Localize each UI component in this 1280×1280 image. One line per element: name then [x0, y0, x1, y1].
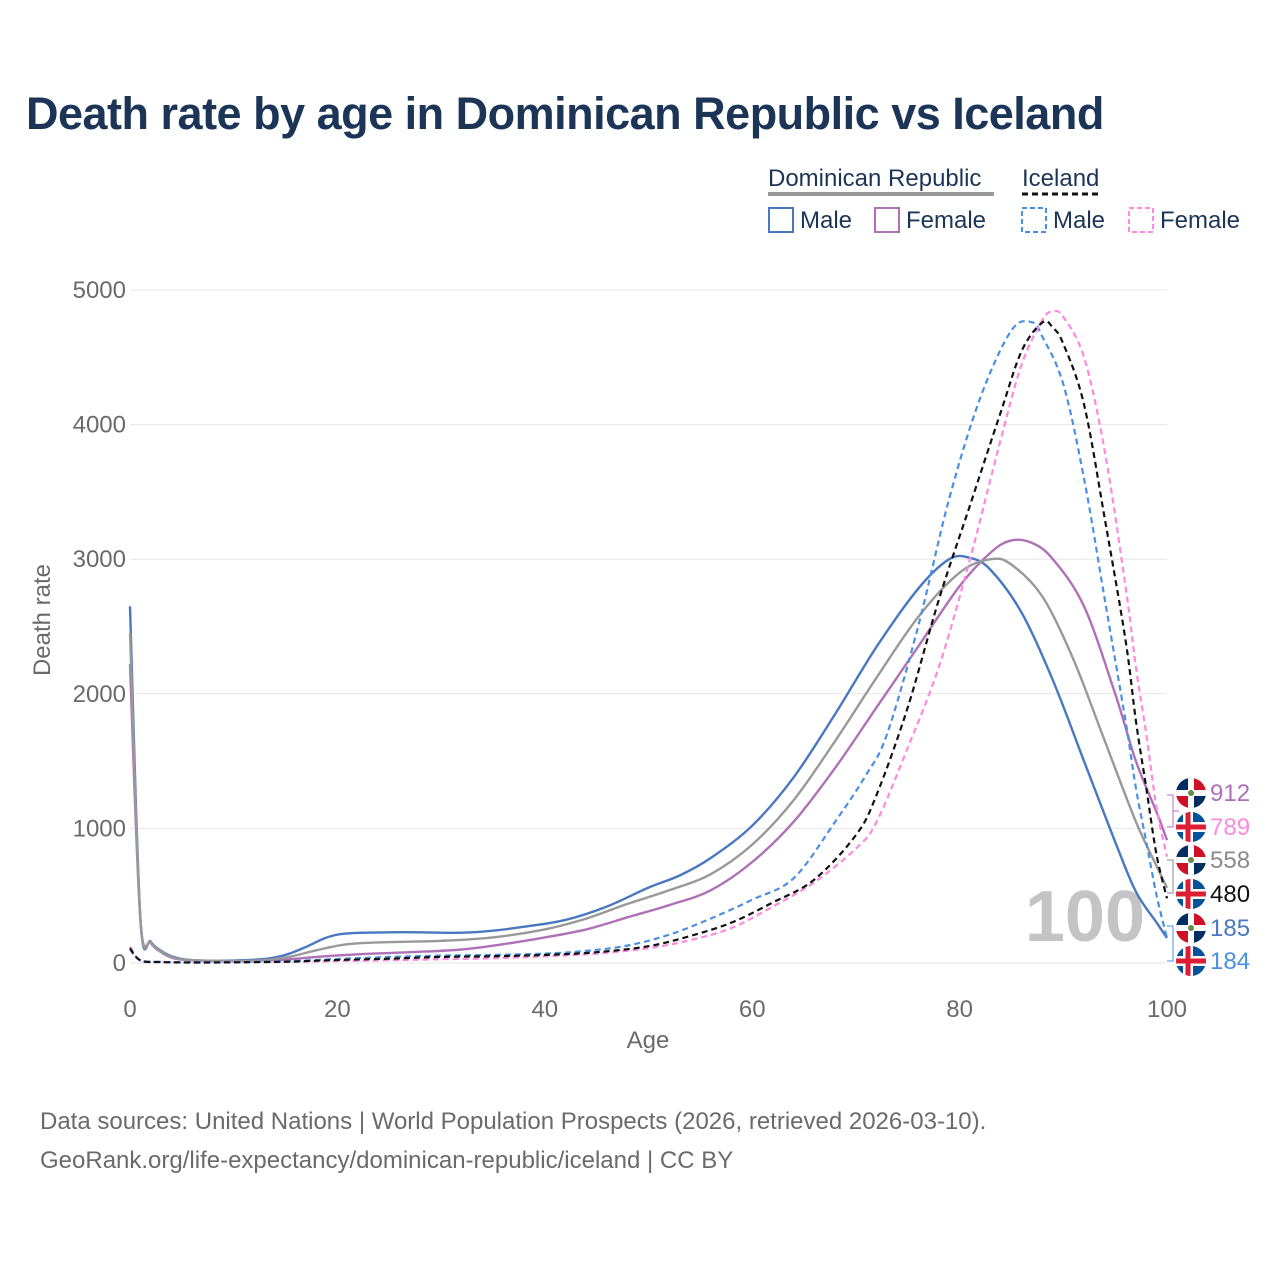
watermark-year: 100: [1025, 877, 1145, 957]
legend-swatch-is-female: [1128, 207, 1154, 233]
x-tick-label: 0: [123, 996, 136, 1023]
end-label-value: 558: [1210, 847, 1250, 874]
legend-country-iceland: Iceland: [1022, 165, 1099, 192]
end-label-connector: [1167, 859, 1174, 894]
y-tick-label: 3000: [73, 546, 126, 573]
x-axis-label: Age: [627, 1027, 670, 1054]
end-label-value: 185: [1210, 915, 1250, 942]
dominican-republic-flag: [1176, 845, 1206, 875]
legend-swatch-dr-female: [874, 207, 900, 233]
y-tick-label: 1000: [73, 815, 126, 842]
x-tick-label: 80: [946, 996, 973, 1023]
series-line-iceland-total: [129, 319, 1169, 964]
source-line-2[interactable]: GeoRank.org/life-expectancy/dominican-re…: [40, 1147, 734, 1174]
dominican-republic-flag: [1176, 778, 1206, 808]
iceland-flag: [1176, 946, 1206, 976]
x-tick-label: 40: [531, 996, 558, 1023]
end-label-value: 480: [1210, 881, 1250, 908]
legend-label-is-male: Male: [1053, 207, 1105, 234]
end-label-value: 789: [1210, 814, 1250, 841]
gridlines: [130, 289, 1167, 964]
legend: Dominican Republic Iceland Male Female M…: [768, 165, 1240, 234]
series-line-iceland-female: [129, 309, 1169, 964]
legend-label-is-female: Female: [1160, 207, 1240, 234]
y-tick-label: 2000: [73, 681, 126, 708]
legend-swatch-is-male: [1021, 207, 1047, 233]
series-lines: [128, 309, 1169, 964]
legend-label-dr-female: Female: [906, 207, 986, 234]
end-label-connector: [1167, 925, 1174, 962]
end-label-connector: [1167, 794, 1179, 828]
iceland-flag: [1176, 879, 1206, 909]
dominican-republic-flag: [1176, 913, 1206, 943]
x-tick-label: 60: [739, 996, 766, 1023]
x-tick-label: 20: [324, 996, 351, 1023]
end-label-value: 184: [1210, 948, 1250, 975]
end-labels: 912 789 558 480: [1167, 778, 1250, 976]
legend-swatch-dr-male: [768, 207, 794, 233]
y-tick-label: 4000: [73, 412, 126, 439]
y-tick-label: 0: [113, 950, 126, 977]
series-line-dominican-republic-total: [128, 557, 1169, 963]
x-tick-label: 100: [1147, 996, 1187, 1023]
iceland-flag: [1176, 812, 1206, 842]
y-tick-label: 5000: [73, 277, 126, 304]
legend-country-dominican-republic: Dominican Republic: [768, 165, 981, 192]
chart-title: Death rate by age in Dominican Republic …: [26, 88, 1104, 139]
legend-label-dr-male: Male: [800, 207, 852, 234]
series-line-iceland-male: [129, 319, 1169, 964]
source-line-1: Data sources: United Nations | World Pop…: [40, 1108, 987, 1135]
y-axis-label: Death rate: [29, 564, 56, 676]
axis-ticks: 0 1000 2000 3000 4000 5000 0 20 40 60 80 100: [73, 277, 1187, 1023]
end-label-value: 912: [1210, 780, 1250, 807]
series-line-dominican-republic-male: [128, 554, 1169, 962]
